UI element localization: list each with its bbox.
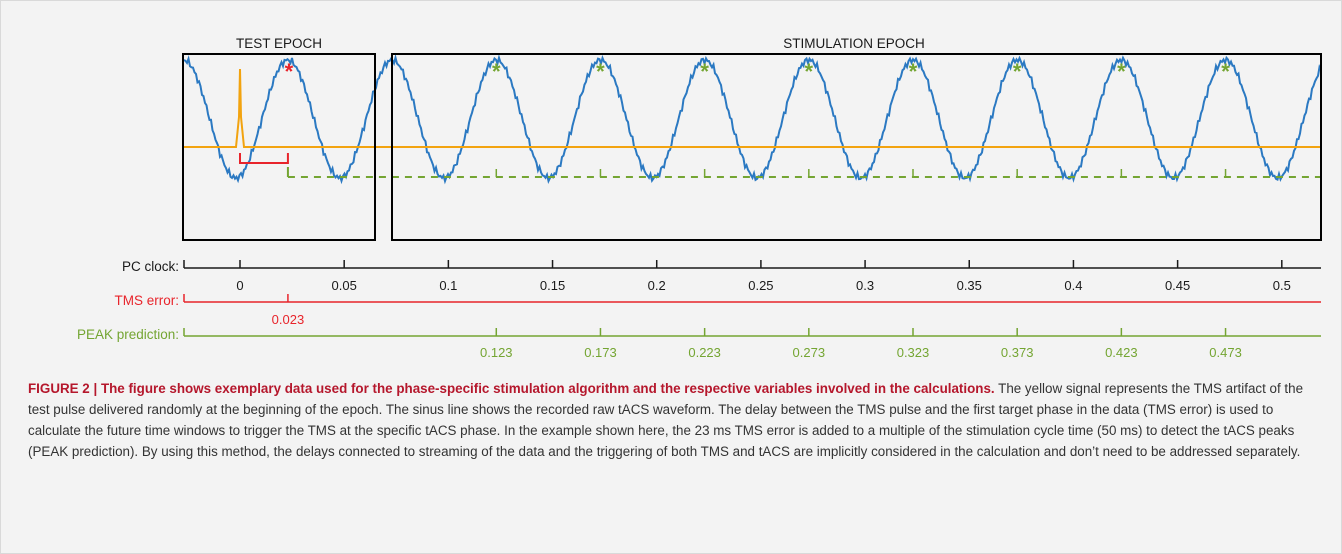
predicted-peak-asterisk: *	[492, 59, 501, 84]
test-peak-asterisk: *	[285, 59, 294, 84]
pc-clock-tick-label: 0	[236, 278, 243, 293]
stimulation-epoch-box	[391, 53, 1322, 241]
pc-clock-axis-label: PC clock:	[122, 259, 179, 274]
pc-clock-tick-label: 0.2	[648, 278, 666, 293]
peak-prediction-tick-label: 0.123	[480, 345, 513, 360]
pc-clock-tick-label: 0.1	[439, 278, 457, 293]
predicted-peak-asterisk: *	[1013, 59, 1022, 84]
tms-artifact-line	[184, 68, 1321, 148]
pc-clock-tick-label: 0.05	[332, 278, 357, 293]
peak-prediction-tick-label: 0.273	[793, 345, 826, 360]
caption-heading: FIGURE 2 | The figure shows exemplary da…	[28, 381, 995, 396]
predicted-peak-asterisk: *	[909, 59, 918, 84]
pc-clock-tick-label: 0.15	[540, 278, 565, 293]
predicted-peak-asterisk: *	[700, 59, 709, 84]
tms-error-axis-label: TMS error:	[114, 293, 179, 308]
pc-clock-tick-label: 0.35	[957, 278, 982, 293]
tms-error-bracket	[239, 153, 289, 164]
test-epoch-label: TEST EPOCH	[236, 36, 322, 51]
pc-clock-tick-label: 0.3	[856, 278, 874, 293]
peak-prediction-tick-label: 0.373	[1001, 345, 1034, 360]
figure-chart: TEST EPOCH STIMULATION EPOCH * * * * * * * * * P…	[77, 36, 1322, 360]
peak-prediction-axis-label: PEAK prediction:	[77, 327, 179, 342]
peak-prediction-tick-label: 0.473	[1209, 345, 1242, 360]
predicted-peak-asterisk: *	[1221, 59, 1230, 84]
predicted-peak-asterisk: *	[1117, 59, 1126, 84]
pc-clock-tick-label: 0.4	[1064, 278, 1082, 293]
predicted-peak-asterisk: *	[596, 59, 605, 84]
predicted-peak-asterisk: *	[805, 59, 814, 84]
peak-prediction-tick-label: 0.223	[688, 345, 721, 360]
pc-clock-tick-label: 0.25	[748, 278, 773, 293]
stimulation-epoch-label: STIMULATION EPOCH	[783, 36, 925, 51]
test-epoch-box	[182, 53, 376, 241]
tms-error-tick-label: 0.023	[272, 312, 305, 327]
caption-body: The yellow signal represents the TMS art…	[28, 381, 1304, 459]
peak-prediction-tick-label: 0.423	[1105, 345, 1138, 360]
tacs-waveform-line	[183, 53, 1322, 185]
peak-prediction-tick-label: 0.173	[584, 345, 617, 360]
pc-clock-tick-label: 0.45	[1165, 278, 1190, 293]
peak-prediction-tick-label: 0.323	[897, 345, 930, 360]
figure-caption: FIGURE 2 | The figure shows exemplary da…	[28, 378, 1323, 462]
pc-clock-tick-label: 0.5	[1273, 278, 1291, 293]
